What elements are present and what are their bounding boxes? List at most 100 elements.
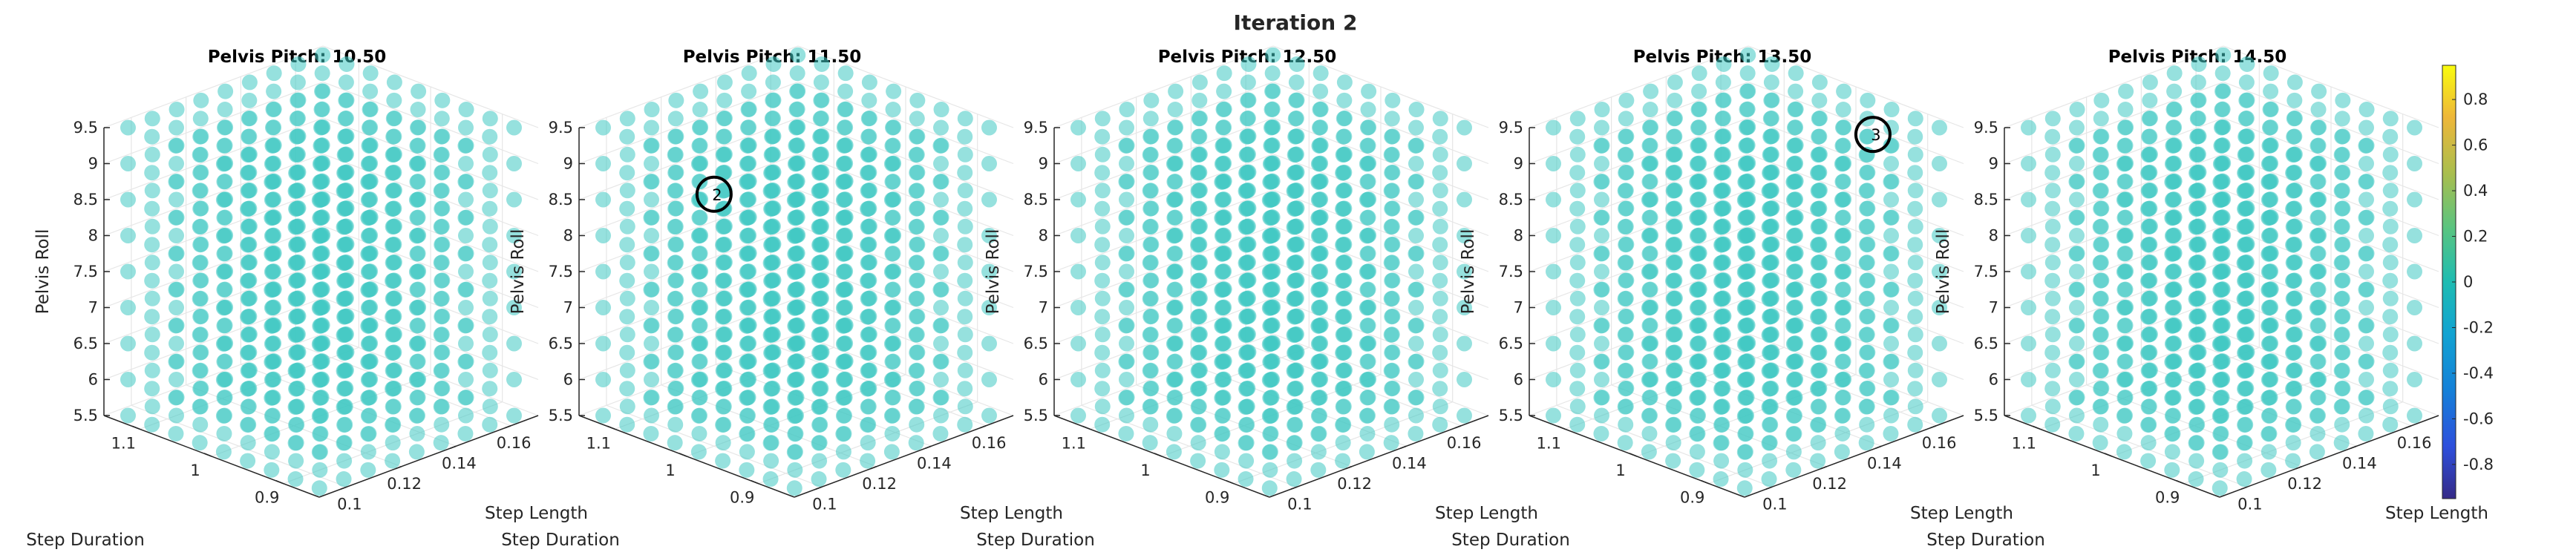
data-point [739, 426, 755, 442]
data-point [739, 174, 755, 190]
data-point [786, 336, 802, 352]
data-point [1834, 281, 1851, 298]
data-point [458, 156, 474, 171]
data-point [289, 111, 305, 127]
data-point [120, 407, 136, 424]
data-point [2116, 209, 2133, 226]
data-point [1190, 165, 1206, 181]
x-axis-line [794, 415, 1014, 498]
data-point [787, 318, 803, 334]
data-point [1408, 335, 1424, 352]
data-point [1689, 318, 1705, 334]
data-point [1238, 417, 1255, 433]
data-point [482, 290, 498, 306]
grid-line [2004, 189, 2224, 272]
data-point [837, 83, 854, 99]
colorbar-tick-label: 0.2 [2463, 228, 2488, 246]
data-point [1736, 372, 1753, 388]
data-point [643, 137, 659, 154]
data-point [1118, 353, 1134, 370]
x-tick-label: 0.1 [337, 495, 362, 513]
data-point [1310, 407, 1327, 424]
data-point [2260, 246, 2277, 262]
data-point [2188, 183, 2204, 200]
z-tick-label: 6.5 [1499, 335, 1523, 352]
data-point [2310, 119, 2326, 136]
data-point [1264, 119, 1279, 136]
data-point [2164, 354, 2180, 370]
data-point [2309, 335, 2325, 352]
data-point [2164, 407, 2180, 424]
data-point [789, 65, 805, 82]
data-point [1593, 390, 1609, 406]
data-point [1383, 291, 1399, 307]
data-point [1335, 237, 1351, 253]
data-point [144, 165, 160, 181]
data-point [715, 326, 731, 343]
data-point [786, 408, 802, 424]
data-point [1142, 147, 1158, 163]
y-tick-label: 1.1 [2012, 434, 2036, 452]
data-point [1238, 435, 1254, 451]
data-point [482, 381, 498, 397]
data-point [2044, 309, 2061, 325]
data-point [1907, 344, 1923, 361]
data-point [458, 119, 474, 136]
data-point [409, 318, 425, 334]
data-point [2334, 272, 2350, 289]
data-point [2044, 362, 2061, 378]
data-point [1689, 228, 1705, 244]
data-point [1360, 119, 1376, 136]
data-point [434, 165, 450, 181]
data-point [786, 264, 802, 280]
data-point [1907, 111, 1923, 127]
data-point [909, 272, 925, 289]
colorbar-tick-label: 0.4 [2463, 182, 2488, 200]
data-point [1739, 102, 1755, 118]
data-point [218, 83, 234, 99]
data-point [2334, 237, 2350, 253]
data-point [1569, 128, 1586, 145]
data-point [506, 263, 522, 280]
data-point [506, 335, 522, 352]
data-point [1335, 255, 1351, 271]
data-point [2285, 453, 2301, 469]
data-point [1665, 381, 1681, 397]
data-point [1739, 65, 1756, 82]
data-point [1618, 309, 1634, 325]
data-point [1713, 363, 1729, 379]
grid-line [103, 333, 324, 416]
data-point [2068, 353, 2085, 370]
data-point [1713, 219, 1729, 235]
data-point [957, 309, 973, 325]
data-point [762, 219, 779, 235]
data-point [2116, 174, 2133, 190]
data-point [433, 291, 449, 307]
data-point [1214, 444, 1230, 460]
data-point [1457, 300, 1472, 315]
data-point [385, 201, 401, 217]
data-point [691, 390, 707, 406]
data-point [311, 336, 327, 352]
data-point [2334, 309, 2350, 325]
z-tick-label: 9 [1989, 155, 1998, 173]
data-point [217, 119, 232, 136]
data-point [215, 335, 232, 352]
data-point [2260, 210, 2277, 226]
data-point [1457, 119, 1472, 136]
data-point [408, 300, 425, 316]
data-point [2236, 471, 2252, 488]
data-point [787, 174, 803, 190]
data-point [762, 435, 779, 451]
data-point [144, 290, 160, 306]
data-point [787, 462, 803, 478]
data-point [1617, 398, 1633, 415]
data-point [1119, 102, 1135, 118]
data-point [360, 210, 376, 226]
data-point [1641, 372, 1657, 388]
data-point [739, 156, 755, 172]
data-point [1761, 363, 1777, 379]
data-point [1618, 381, 1634, 397]
grid-line [1053, 333, 1274, 416]
data-point [264, 372, 280, 388]
